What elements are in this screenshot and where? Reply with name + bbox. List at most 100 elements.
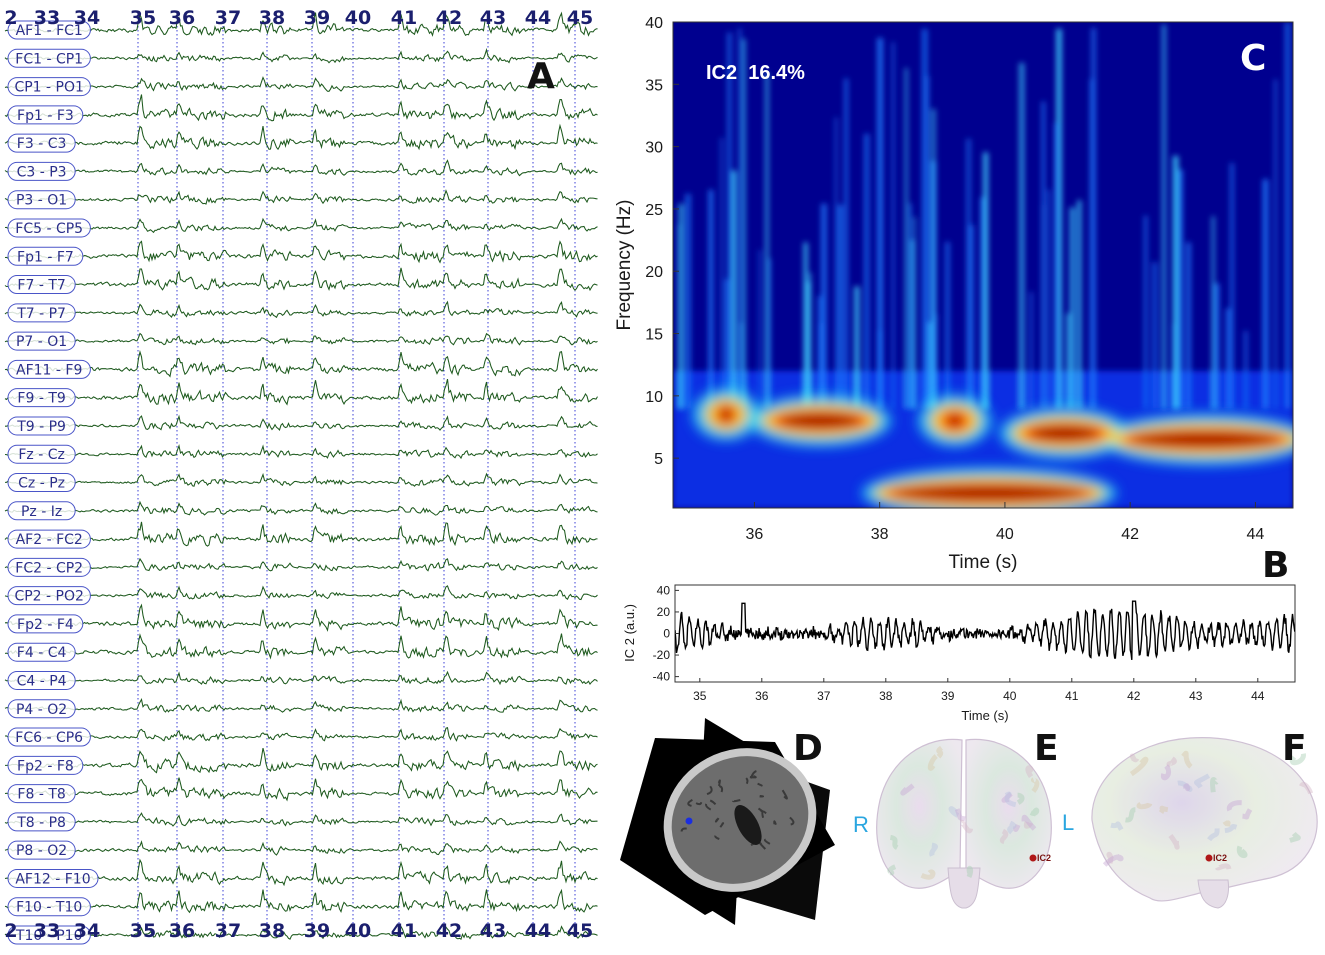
eeg-channel-label: F4 - C4 xyxy=(17,645,67,661)
spectrogram-core xyxy=(891,486,1087,501)
eeg-channel-label: FC6 - CP6 xyxy=(15,730,83,746)
timeseries-ylabel: IC 2 (a.u.) xyxy=(622,604,637,662)
spectrogram-streak xyxy=(854,286,860,409)
eeg-channel-trace xyxy=(4,240,598,264)
spectrogram-streak xyxy=(1047,189,1050,409)
brain-fold xyxy=(887,864,897,876)
eeg-channel-label: AF12 - F10 xyxy=(15,871,90,887)
spectrogram-streak xyxy=(1213,283,1220,409)
eeg-channel-label: Fp1 - F3 xyxy=(17,108,74,124)
panel-label-c: C xyxy=(1240,38,1266,79)
spectrogram-annotation: IC2 16.4% xyxy=(706,62,805,84)
eeg-channel-label: P7 - O1 xyxy=(16,334,67,350)
spectrogram-xtick-label: 40 xyxy=(996,526,1014,543)
timeseries-ytick-label: 40 xyxy=(657,583,671,597)
mri-sulcus xyxy=(759,795,765,798)
eeg-bottom-second-label: 36 xyxy=(169,920,195,942)
eeg-channel-label-box xyxy=(7,897,91,917)
eeg-channel-trace xyxy=(4,858,598,887)
spectrogram-y-ticks: 5 10 15 20 25 30 35 40 xyxy=(645,15,679,468)
brain-fold xyxy=(1160,764,1172,781)
timeseries-xtick-label: 37 xyxy=(817,689,831,703)
spectrogram-x-ticks: 36 38 40 42 44 xyxy=(746,502,1265,543)
eeg-channel-trace xyxy=(4,925,598,941)
eeg-top-second-label: 45 xyxy=(567,7,593,29)
eeg-channel-label-box xyxy=(7,755,84,775)
eeg-channel-trace xyxy=(4,123,598,151)
spectrogram-streak xyxy=(1019,62,1025,409)
spectrogram-streak xyxy=(931,109,936,409)
spectrogram-streak xyxy=(1178,169,1183,409)
brain-e-right-label: R xyxy=(853,812,869,837)
brain-fold xyxy=(1168,833,1180,850)
eeg-channel-label: F10 - T10 xyxy=(16,900,82,916)
brain-f-ic2-marker xyxy=(1205,854,1213,862)
spectrogram-streak xyxy=(1211,216,1215,409)
eeg-channel-label-box xyxy=(7,840,76,860)
spectrogram-streak xyxy=(1144,215,1148,409)
eeg-channel-trace xyxy=(4,698,598,713)
eeg-channel-trace xyxy=(4,777,598,802)
eeg-channel-trace xyxy=(4,94,598,122)
spectrogram-core xyxy=(778,413,862,428)
eeg-channel-label-box xyxy=(7,699,76,719)
spectrogram-ytick-label: 25 xyxy=(645,202,663,219)
ic2-trace xyxy=(675,600,1295,660)
mri-sulcus xyxy=(719,822,725,828)
spectrogram-core xyxy=(720,407,733,422)
eeg-channel-label: Fz - Cz xyxy=(18,447,64,463)
eeg-channel-label: T7 - P7 xyxy=(16,306,66,322)
eeg-top-second-label: 44 xyxy=(525,7,551,29)
spectrogram-core xyxy=(1129,432,1281,447)
eeg-bottom-second-label: 34 xyxy=(74,920,100,942)
spectrogram-streak xyxy=(927,322,932,409)
spectrogram-streak xyxy=(1065,313,1071,409)
spectrogram-ylabel: Frequency (Hz) xyxy=(614,200,635,331)
brain-fold xyxy=(1102,853,1124,867)
eeg-channel-label-box xyxy=(7,614,84,634)
brain-fold xyxy=(1004,791,1017,808)
brain-fold xyxy=(1110,821,1124,831)
spectrogram-streak xyxy=(818,295,821,409)
eeg-channel-trace xyxy=(4,267,598,292)
timeseries-xtick-label: 41 xyxy=(1065,689,1079,703)
eeg-channel-label: Fp1 - F7 xyxy=(17,249,74,265)
eeg-top-second-label: 33 xyxy=(34,7,60,29)
brain-fold xyxy=(1023,821,1034,829)
brain-e-ic2-label: IC2 xyxy=(1037,853,1051,863)
mri-sulcus xyxy=(718,785,724,793)
brain-fold xyxy=(959,819,974,834)
brain-fold xyxy=(999,828,1009,845)
eeg-channel-label-box xyxy=(7,416,76,436)
eeg-top-second-label: 38 xyxy=(259,7,285,29)
eeg-channel-label: Fp2 - F8 xyxy=(17,758,74,774)
eeg-channel-label-box xyxy=(7,161,76,181)
timeseries-xtick-label: 39 xyxy=(941,689,955,703)
eeg-channel-label-box xyxy=(7,303,76,323)
spectrogram-streak xyxy=(913,217,916,409)
spectrogram-streak xyxy=(908,203,912,409)
brain-fold xyxy=(1289,753,1306,766)
eeg-channel-label: FC1 - CP1 xyxy=(15,51,83,67)
brain-fold xyxy=(1166,756,1177,767)
eeg-channel-label-box xyxy=(7,77,91,97)
eeg-channel-trace xyxy=(4,11,598,37)
mri-sulcus xyxy=(732,799,741,803)
eeg-bottom-second-label: 42 xyxy=(436,920,462,942)
spectrogram-streak xyxy=(1186,242,1191,409)
spectrogram-streak xyxy=(724,279,729,409)
spectrogram-streak xyxy=(921,28,928,409)
eeg-channel-label: C4 - P4 xyxy=(17,673,67,689)
timeseries-xlabel: Time (s) xyxy=(961,708,1008,723)
timeseries-y-ticks: 40 20 0 -20 -40 xyxy=(653,583,679,684)
spectrogram-xtick-label: 44 xyxy=(1247,526,1265,543)
spectrogram-xtick-label: 38 xyxy=(871,526,889,543)
timeseries-xtick-label: 42 xyxy=(1127,689,1141,703)
eeg-channel-label: C3 - P3 xyxy=(17,164,67,180)
brain-fold xyxy=(900,783,915,796)
eeg-channel-label-box xyxy=(7,444,76,464)
mri-slice-panel xyxy=(620,718,835,925)
spectrogram-streak xyxy=(909,239,915,409)
eeg-channel-label-box xyxy=(7,133,76,153)
